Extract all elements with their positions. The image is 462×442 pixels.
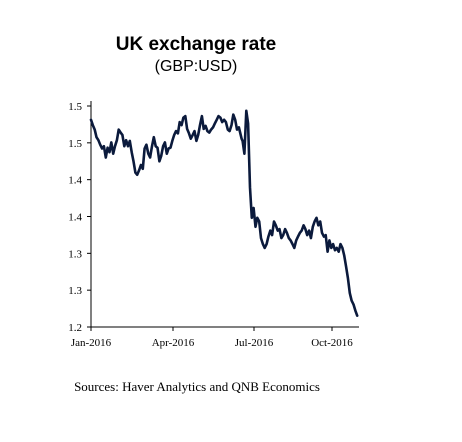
chart-title: UK exchange rate [115, 34, 277, 55]
x-tick-label: Jul-2016 [235, 337, 274, 349]
y-tick-label: 1.5 [68, 138, 82, 150]
source-note: Sources: Haver Analytics and QNB Economi… [74, 379, 320, 394]
y-axis-ticks: 1.5 1.5 1.4 1.4 1.3 1.3 1.2 [68, 101, 91, 334]
y-tick-label: 1.3 [68, 285, 82, 297]
axes [90, 101, 359, 328]
x-axis-ticks: Jan-2016 Apr-2016 Jul-2016 Oct-2016 [71, 327, 353, 349]
x-tick-label: Apr-2016 [152, 337, 195, 349]
chart-subtitle: (GBP:USD) [154, 58, 238, 75]
series-line-gbp-usd [89, 109, 359, 318]
y-tick-label: 1.4 [68, 175, 82, 187]
x-tick-label: Oct-2016 [311, 337, 353, 349]
x-tick-label: Jan-2016 [71, 337, 112, 349]
series-layer [89, 109, 359, 318]
y-tick-label: 1.4 [68, 212, 82, 224]
y-tick-label: 1.5 [68, 101, 82, 113]
y-tick-label: 1.2 [68, 322, 82, 334]
y-tick-label: 1.3 [68, 248, 82, 260]
